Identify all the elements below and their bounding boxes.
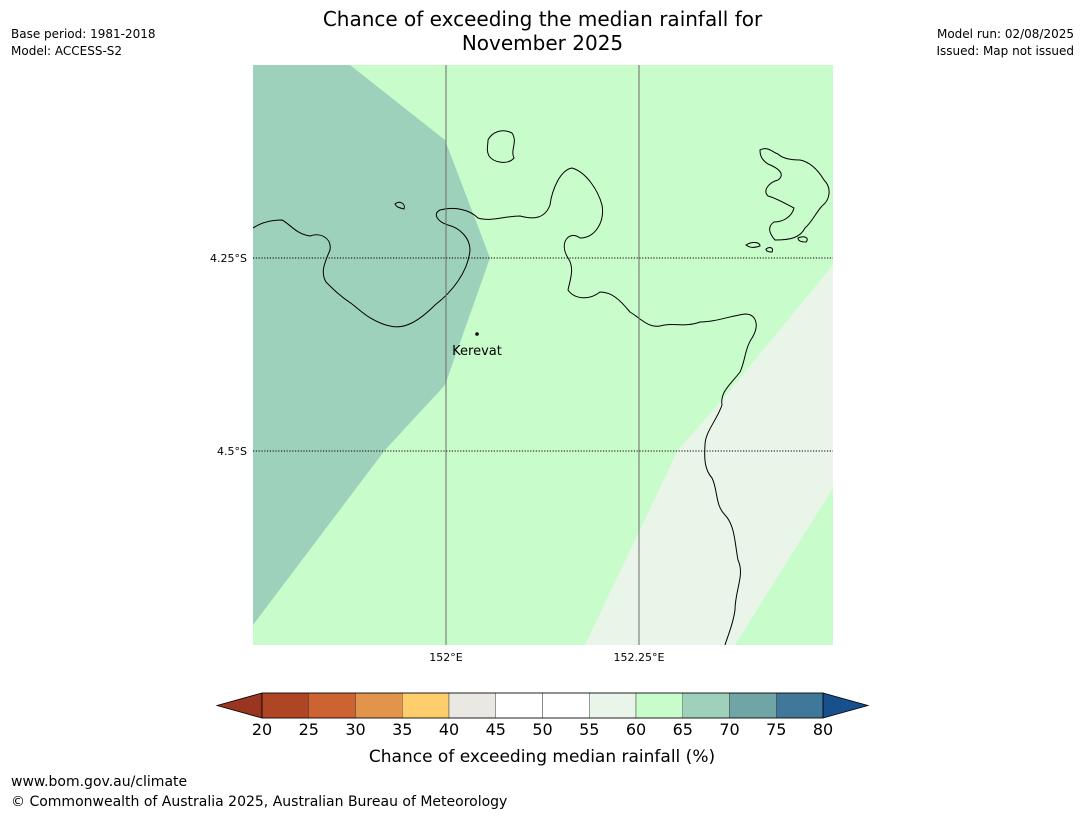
metadata-left: Base period: 1981-2018 Model: ACCESS-S2	[11, 26, 156, 60]
colorbar-tick-label: 70	[719, 720, 739, 739]
title-line-1: Chance of exceeding the median rainfall …	[322, 7, 763, 31]
lon-label-152.25: 152.25°E	[614, 651, 665, 664]
colorbar-tick-label: 50	[532, 720, 552, 739]
map-title: Chance of exceeding the median rainfall …	[0, 7, 1085, 55]
footer-copyright: © Commonwealth of Australia 2025, Austra…	[11, 794, 508, 810]
probability-regions	[253, 65, 833, 645]
colorbar: 20 25 30 35 40 45 50 55 60 65 70 75 80 Chance of exc…	[215, 692, 870, 767]
colorbar-segment	[261, 692, 309, 719]
colorbar-tick-label: 40	[439, 720, 459, 739]
metadata-right: Model run: 02/08/2025 Issued: Map not is…	[936, 26, 1074, 60]
colorbar-segment	[542, 692, 590, 719]
colorbar-segment	[402, 692, 450, 719]
colorbar-tick-label: 35	[392, 720, 412, 739]
colorbar-title: Chance of exceeding median rainfall (%)	[369, 747, 715, 767]
colorbar-tick-label: 30	[345, 720, 365, 739]
colorbar-segment	[355, 692, 403, 719]
colorbar-segment	[589, 692, 637, 719]
colorbar-tick-label: 65	[673, 720, 693, 739]
colorbar-segment	[448, 692, 496, 719]
colorbar-segments	[261, 692, 824, 719]
colorbar-segment	[495, 692, 543, 719]
colorbar-tick-label: 60	[626, 720, 646, 739]
colorbar-over-arrow	[822, 692, 870, 719]
colorbar-tick-labels: 20 25 30 35 40 45 50 55 60 65 70 75 80	[252, 720, 833, 739]
colorbar-segment	[635, 692, 683, 719]
lat-label-4.25: 4.25°S	[210, 252, 247, 265]
colorbar-segment	[682, 692, 730, 719]
colorbar-segment	[776, 692, 824, 719]
lon-label-152: 152°E	[429, 651, 462, 664]
colorbar-segment	[308, 692, 356, 719]
issued-text: Issued: Map not issued	[936, 44, 1074, 58]
town-marker	[475, 332, 479, 336]
colorbar-tick-label: 25	[299, 720, 319, 739]
colorbar-tick-label: 80	[813, 720, 833, 739]
place-label-kerevat: Kerevat	[452, 344, 502, 359]
colorbar-under-arrow	[215, 692, 263, 719]
colorbar-segment	[729, 692, 777, 719]
coastline	[253, 130, 830, 645]
model-text: Model: ACCESS-S2	[11, 44, 123, 58]
colorbar-frame	[261, 692, 824, 719]
colorbar-tick-label: 45	[486, 720, 506, 739]
colorbar-tick-label: 75	[766, 720, 786, 739]
colorbar-tick-label: 20	[252, 720, 272, 739]
model-run-text: Model run: 02/08/2025	[936, 27, 1074, 41]
title-line-2: November 2025	[461, 31, 624, 55]
longitude-gridlines	[445, 65, 640, 645]
colorbar-tick-label: 55	[579, 720, 599, 739]
base-period-text: Base period: 1981-2018	[11, 27, 156, 41]
region-65-70	[253, 65, 490, 625]
footer-url: www.bom.gov.au/climate	[11, 774, 188, 790]
lat-label-4.5: 4.5°S	[217, 445, 247, 458]
region-55-60	[585, 265, 833, 645]
